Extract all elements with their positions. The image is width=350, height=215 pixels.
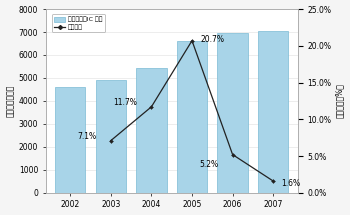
Text: 11.7%: 11.7% [114, 98, 138, 107]
Bar [258, 31, 288, 193]
Bar [96, 80, 126, 193]
Legend: 手機用射頻IC 產値, 年成長率: 手機用射頻IC 產値, 年成長率 [51, 14, 105, 32]
Y-axis label: 年成長率（%）: 年成長率（%） [335, 83, 344, 118]
Bar [177, 41, 207, 193]
Y-axis label: 產値（百萬元）: 產値（百萬元） [6, 85, 15, 117]
Bar [55, 87, 85, 193]
Bar [217, 33, 248, 193]
Text: 1.6%: 1.6% [281, 179, 301, 188]
Text: 20.7%: 20.7% [200, 35, 224, 44]
Text: 7.1%: 7.1% [78, 132, 97, 141]
Text: 5.2%: 5.2% [199, 160, 219, 169]
Bar [136, 68, 167, 193]
